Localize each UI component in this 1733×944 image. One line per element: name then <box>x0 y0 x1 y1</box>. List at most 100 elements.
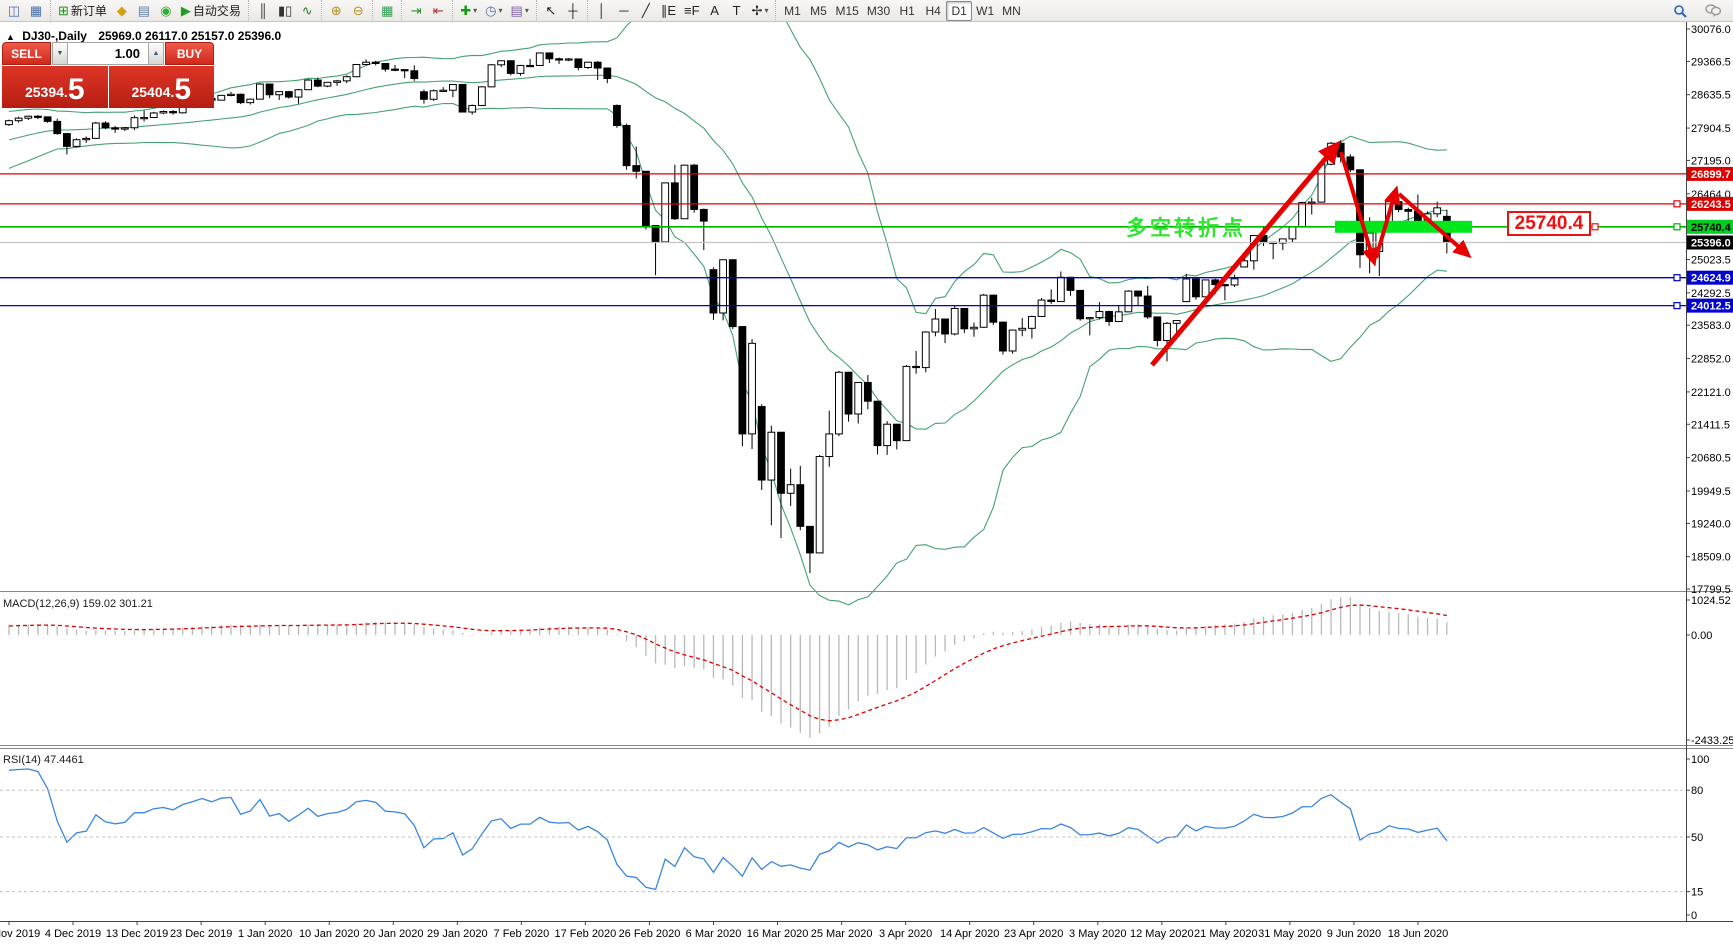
tile-windows-button[interactable]: ▦ <box>376 1 398 21</box>
metaeditor-button[interactable]: ▤ <box>133 1 155 21</box>
market-button[interactable]: ◆ <box>111 1 133 21</box>
timeframe-mn-button[interactable]: MN <box>1002 3 1021 18</box>
arrows-tool-button[interactable]: ✢ ▾ <box>748 1 773 21</box>
turning-point-annotation[interactable]: 多空转折点 <box>1126 217 1246 240</box>
vertical-line-tool-button[interactable]: │ <box>591 1 613 21</box>
candle-body <box>709 269 718 314</box>
buy-button[interactable]: BUY <box>165 42 214 65</box>
price-badge-24624.9 <box>1687 270 1733 285</box>
buy-price-display[interactable]: 25404. 5 <box>108 66 214 108</box>
candle-body <box>902 365 911 442</box>
timeframe-m5-button[interactable]: M5 <box>810 3 827 18</box>
trend-arrow-2[interactable] <box>1339 151 1379 267</box>
macd-indicator-label: MACD(12,26,9) 159.02 301.21 <box>3 598 153 610</box>
arrows-tool-dropdown-icon[interactable]: ▾ <box>764 6 769 15</box>
text-label-tool-button[interactable]: T <box>726 1 748 21</box>
candle-body <box>989 294 998 323</box>
candle-body <box>728 259 737 328</box>
crosshair-button[interactable]: ┼ <box>562 1 584 21</box>
hline-handle-24624.9[interactable] <box>1673 274 1681 282</box>
hline-handle-24012.5[interactable] <box>1673 302 1681 310</box>
timeframe-d1-button[interactable]: D1 <box>946 0 973 21</box>
indicators-list-button[interactable]: ✚ ▾ <box>456 1 481 21</box>
signals-button[interactable]: ◉ <box>155 1 177 21</box>
date-label-4-Dec-2019: 4 Dec 2019 <box>45 928 101 940</box>
timeframe-w1-button[interactable]: W1 <box>976 3 995 18</box>
timeframe-m1-button[interactable]: M1 <box>784 3 801 18</box>
chart-window[interactable]: 30076.0 29366.5 28635.5 27904.5 27195.0 26464… <box>0 22 1733 944</box>
candle-body <box>1192 278 1200 298</box>
candle-body <box>767 431 776 481</box>
candle-body <box>236 93 245 104</box>
chart-canvas[interactable]: 30076.029366.528635.527904.527195.026464… <box>0 22 1733 944</box>
indicators-list-dropdown-icon[interactable]: ▾ <box>473 6 478 15</box>
templates-dropdown-icon[interactable]: ▾ <box>524 6 529 15</box>
candle-body <box>5 120 13 126</box>
sell-button[interactable]: SELL <box>2 42 51 65</box>
candle-body <box>1288 226 1297 240</box>
highlight-band-annotation[interactable] <box>1335 220 1472 233</box>
candle-body <box>130 117 139 129</box>
candle-body <box>72 139 81 147</box>
trend-arrow-3[interactable] <box>1374 185 1401 259</box>
hline-handle-25740.4[interactable] <box>1673 223 1681 231</box>
collapse-panel-icon[interactable]: ▲ <box>6 32 15 42</box>
horizontal-line-tool-button[interactable]: ─ <box>613 1 635 21</box>
equidistant-channel-tool-button[interactable]: ∥E <box>657 1 680 21</box>
candlestick-chart-type-button[interactable]: ▮▯ <box>274 1 296 21</box>
cursor-icon: ↖ <box>545 3 557 18</box>
templates-button[interactable]: ▤ ▾ <box>507 1 533 21</box>
bar-chart-type-button[interactable]: ║ <box>252 1 274 21</box>
zoom-out-button[interactable]: ⊖ <box>347 1 369 21</box>
autotrading-button[interactable]: ▶ 自动交易 <box>177 1 245 21</box>
new-chart-button[interactable]: ◫ <box>3 1 25 21</box>
candle-body <box>941 318 949 335</box>
periods-button[interactable]: ◷ ▾ <box>481 1 506 21</box>
indicators-list-icon: ✚ <box>460 3 472 18</box>
candle-body <box>82 137 91 141</box>
candle-body <box>487 64 496 88</box>
search-icon[interactable] <box>1669 1 1691 21</box>
candle-body <box>555 58 563 61</box>
line-chart-type-button[interactable]: ∿ <box>296 1 318 21</box>
chart-shift-button[interactable]: ⇤ <box>427 1 449 21</box>
volume-decrease-button[interactable]: ▼ <box>52 42 68 65</box>
price-level-box-annotation[interactable]: 25740.4 <box>1507 211 1591 236</box>
price-tick-21411.5: 21411.5 <box>1691 419 1730 431</box>
search-icon-svg <box>1674 4 1687 18</box>
timeframe-h1-button[interactable]: H1 <box>899 3 915 18</box>
text-tool-button[interactable]: A <box>704 1 726 21</box>
auto-scroll-button[interactable]: ⇥ <box>405 1 427 21</box>
candle-body <box>661 182 670 243</box>
candle-body <box>1230 278 1239 286</box>
volume-input[interactable]: 1.00 <box>68 42 148 65</box>
rsi-axis-0: 0 <box>1691 910 1697 922</box>
zoom-in-button[interactable]: ⊕ <box>325 1 347 21</box>
toolbar-group: ◫ ▦ <box>0 0 50 22</box>
trendline-tool-button[interactable]: ╱ <box>635 1 657 21</box>
periods-dropdown-icon[interactable]: ▾ <box>498 6 503 15</box>
candle-body <box>265 83 274 96</box>
candle-body <box>931 318 940 333</box>
candle-body <box>53 120 62 135</box>
timeframe-h4-button[interactable]: H4 <box>925 3 941 18</box>
candle-body <box>1018 327 1027 331</box>
volume-increase-button[interactable]: ▲ <box>148 42 164 65</box>
price-badge-label-25740.4: 25740.4 <box>1691 222 1732 234</box>
timeframe-m30-button[interactable]: M30 <box>866 3 891 18</box>
candle-body <box>632 165 641 172</box>
candle-body <box>516 64 525 74</box>
timeframe-m15-button[interactable]: M15 <box>835 3 859 18</box>
chat-icon[interactable] <box>1701 1 1725 21</box>
equidistant-channel-tool-icon: ∥E <box>660 3 677 18</box>
sell-price-display[interactable]: 25394. 5 <box>2 66 108 108</box>
fibonacci-tool-button[interactable]: ≡F <box>680 1 704 21</box>
hline-handle-26243.5[interactable] <box>1673 200 1681 208</box>
cursor-button[interactable]: ↖ <box>540 1 562 21</box>
price-box-handle[interactable] <box>1591 223 1599 231</box>
trend-arrow-4[interactable] <box>1397 192 1472 259</box>
trend-arrow-1[interactable] <box>1150 140 1341 367</box>
profiles-button[interactable]: ▦ <box>25 1 47 21</box>
new-order-button[interactable]: ⊞ 新订单 <box>54 1 111 21</box>
price-tick-19240: 19240.0 <box>1691 518 1731 530</box>
